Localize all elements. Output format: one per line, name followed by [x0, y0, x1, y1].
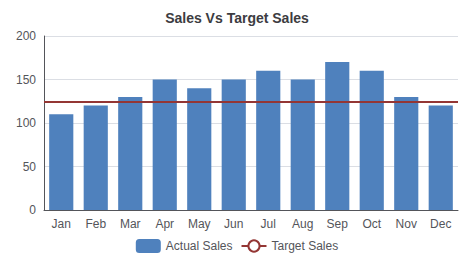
svg-text:Apr: Apr	[155, 217, 174, 231]
svg-text:Nov: Nov	[396, 217, 417, 231]
svg-text:Aug: Aug	[292, 217, 313, 231]
svg-text:0: 0	[29, 203, 36, 217]
svg-text:Oct: Oct	[362, 217, 381, 231]
svg-text:Sep: Sep	[327, 217, 349, 231]
svg-text:Mar: Mar	[120, 217, 141, 231]
svg-text:May: May	[188, 217, 211, 231]
svg-text:Jul: Jul	[261, 217, 276, 231]
svg-text:Dec: Dec	[430, 217, 451, 231]
svg-text:Jun: Jun	[224, 217, 243, 231]
svg-text:Feb: Feb	[85, 217, 106, 231]
svg-text:Sales Vs Target Sales: Sales Vs Target Sales	[165, 10, 309, 26]
svg-text:Actual Sales: Actual Sales	[166, 239, 233, 253]
svg-text:150: 150	[16, 73, 36, 87]
svg-text:Jan: Jan	[52, 217, 71, 231]
svg-text:50: 50	[23, 160, 37, 174]
svg-text:200: 200	[16, 29, 36, 43]
svg-text:Target Sales: Target Sales	[272, 239, 339, 253]
svg-text:100: 100	[16, 116, 36, 130]
